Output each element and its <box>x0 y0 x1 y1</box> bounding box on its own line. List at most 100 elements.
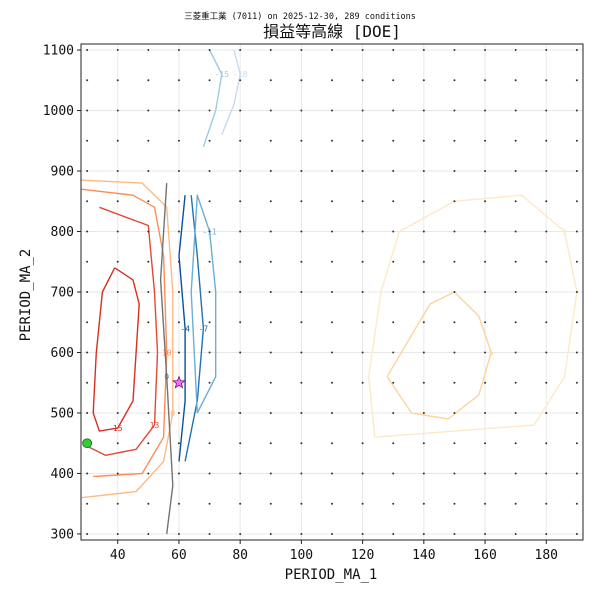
sample-point <box>331 381 333 384</box>
sample-point <box>575 411 578 414</box>
contour-line <box>386 291 492 420</box>
x-tick-label: 140 <box>412 548 435 563</box>
sample-point <box>269 442 272 445</box>
sample-point <box>147 170 150 173</box>
sample-point <box>86 472 89 475</box>
sample-point <box>147 79 150 82</box>
sample-point <box>86 230 89 233</box>
sample-point <box>331 321 333 324</box>
sample-point <box>239 79 242 82</box>
sample-point <box>86 139 89 142</box>
sample-point <box>422 321 425 324</box>
sample-point <box>361 170 364 173</box>
sample-point <box>177 502 180 505</box>
sample-point <box>300 442 303 445</box>
sample-point <box>422 351 425 354</box>
sample-point <box>147 532 150 535</box>
sample-point <box>361 381 364 384</box>
sample-point <box>331 170 333 173</box>
sample-point <box>361 260 364 263</box>
sample-point <box>208 442 211 445</box>
contour-label: 5 <box>489 348 494 357</box>
sample-point <box>514 442 517 445</box>
sample-point <box>116 502 119 505</box>
sample-point <box>269 291 272 293</box>
sample-point <box>392 442 395 445</box>
sample-point <box>147 230 150 233</box>
sample-point <box>116 260 119 263</box>
x-tick-label: 160 <box>473 548 496 563</box>
sample-point <box>300 79 303 82</box>
sample-point <box>239 321 242 324</box>
sample-point <box>300 472 303 475</box>
sample-point <box>177 532 180 535</box>
sample-point <box>422 260 425 263</box>
sample-point <box>331 411 333 414</box>
contour-line <box>221 49 241 135</box>
sample-point <box>116 321 119 324</box>
sample-point <box>86 170 89 173</box>
contour-line <box>178 195 186 462</box>
sample-point <box>239 109 242 112</box>
sample-point <box>208 170 211 173</box>
x-tick-label: 40 <box>110 548 126 563</box>
sample-point <box>545 381 548 384</box>
x-axis-label: PERIOD_MA_1 <box>285 567 378 583</box>
sample-point <box>300 139 303 142</box>
sample-point <box>422 230 425 233</box>
sample-point <box>239 170 242 173</box>
sample-point <box>575 532 578 535</box>
y-tick-label: 700 <box>51 286 74 301</box>
sample-point <box>422 49 425 52</box>
sample-point <box>147 472 150 475</box>
sample-point <box>269 502 272 505</box>
sample-point <box>484 200 487 203</box>
contour-label: 2 <box>562 228 567 237</box>
contour-line <box>80 188 168 478</box>
sample-point <box>514 230 517 233</box>
sample-point <box>239 411 242 414</box>
sample-point <box>392 49 395 52</box>
sample-point <box>545 170 548 173</box>
sample-point <box>484 49 487 52</box>
sample-point <box>392 532 395 535</box>
sample-point <box>514 49 517 52</box>
sample-point <box>331 200 333 203</box>
sample-point <box>177 442 180 445</box>
sample-point <box>331 79 333 82</box>
contour-label: 0 <box>164 373 169 382</box>
x-tick-label: 80 <box>232 548 248 563</box>
sample-point <box>177 79 180 82</box>
sample-point <box>453 200 456 203</box>
sample-point <box>147 411 150 414</box>
sample-point <box>239 260 242 263</box>
sample-point <box>269 381 272 384</box>
chart-suptitle: 三菱重工業 (7011) on 2025-12-30, 289 conditio… <box>184 11 416 22</box>
sample-point <box>392 200 395 203</box>
sample-point <box>575 170 578 173</box>
sample-point <box>116 79 119 82</box>
sample-point <box>422 411 425 414</box>
sample-point <box>392 472 395 475</box>
plot-area: 1513108520-4-7-11-15-1840608010012014016… <box>43 43 584 563</box>
sample-point <box>269 472 272 475</box>
sample-point <box>392 291 395 293</box>
sample-point <box>392 502 395 505</box>
sample-point <box>453 472 456 475</box>
sample-point <box>269 200 272 203</box>
sample-point <box>86 109 89 112</box>
y-tick-label: 1100 <box>43 44 74 59</box>
sample-point <box>575 351 578 354</box>
sample-point <box>361 139 364 142</box>
sample-point <box>484 411 487 414</box>
sample-point <box>361 291 364 293</box>
sample-point <box>269 230 272 233</box>
contour-label: 13 <box>150 421 160 430</box>
sample-point <box>331 472 333 475</box>
sample-point <box>147 109 150 112</box>
sample-point <box>422 532 425 535</box>
sample-point <box>177 351 180 354</box>
sample-point <box>331 260 333 263</box>
sample-point <box>177 472 180 475</box>
best-star-marker <box>172 375 186 389</box>
